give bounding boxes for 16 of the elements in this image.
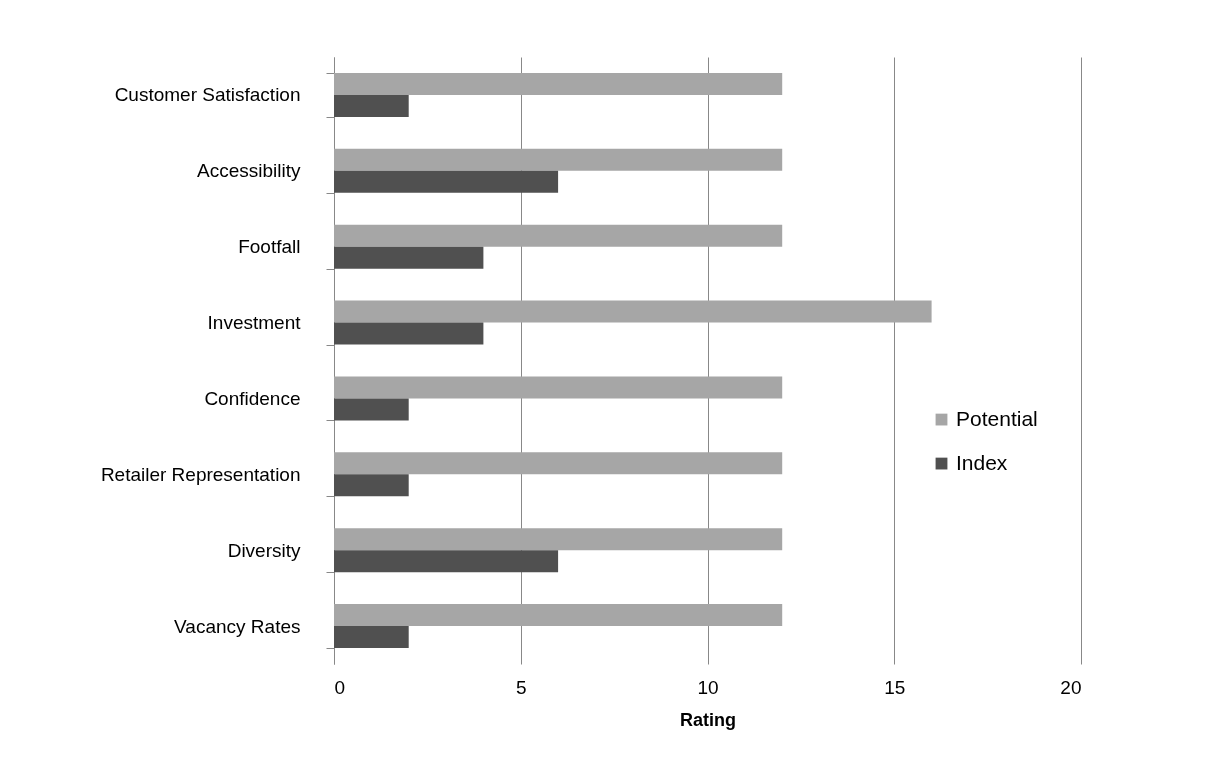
x-tick-label: 20: [1060, 676, 1082, 698]
legend-label: Potential: [956, 406, 1038, 430]
legend-label: Index: [956, 450, 1008, 474]
y-tick-label: Investment: [207, 312, 302, 334]
y-tick-label: Retailer Representation: [100, 463, 301, 485]
x-tick-label: 5: [515, 676, 527, 698]
y-tick-label: Accessibility: [197, 160, 301, 182]
y-tick-label: Diversity: [227, 539, 301, 561]
x-tick-label: 15: [884, 676, 906, 698]
x-axis-title: Rating: [680, 709, 736, 730]
y-tick-label: Vacancy Rates: [174, 615, 301, 637]
x-tick-label: 0: [334, 676, 346, 698]
y-tick-label: Footfall: [238, 236, 301, 258]
y-tick-label: Customer Satisfaction: [114, 84, 301, 106]
x-tick-label: 10: [697, 676, 719, 698]
y-tick-label: Confidence: [204, 387, 301, 409]
